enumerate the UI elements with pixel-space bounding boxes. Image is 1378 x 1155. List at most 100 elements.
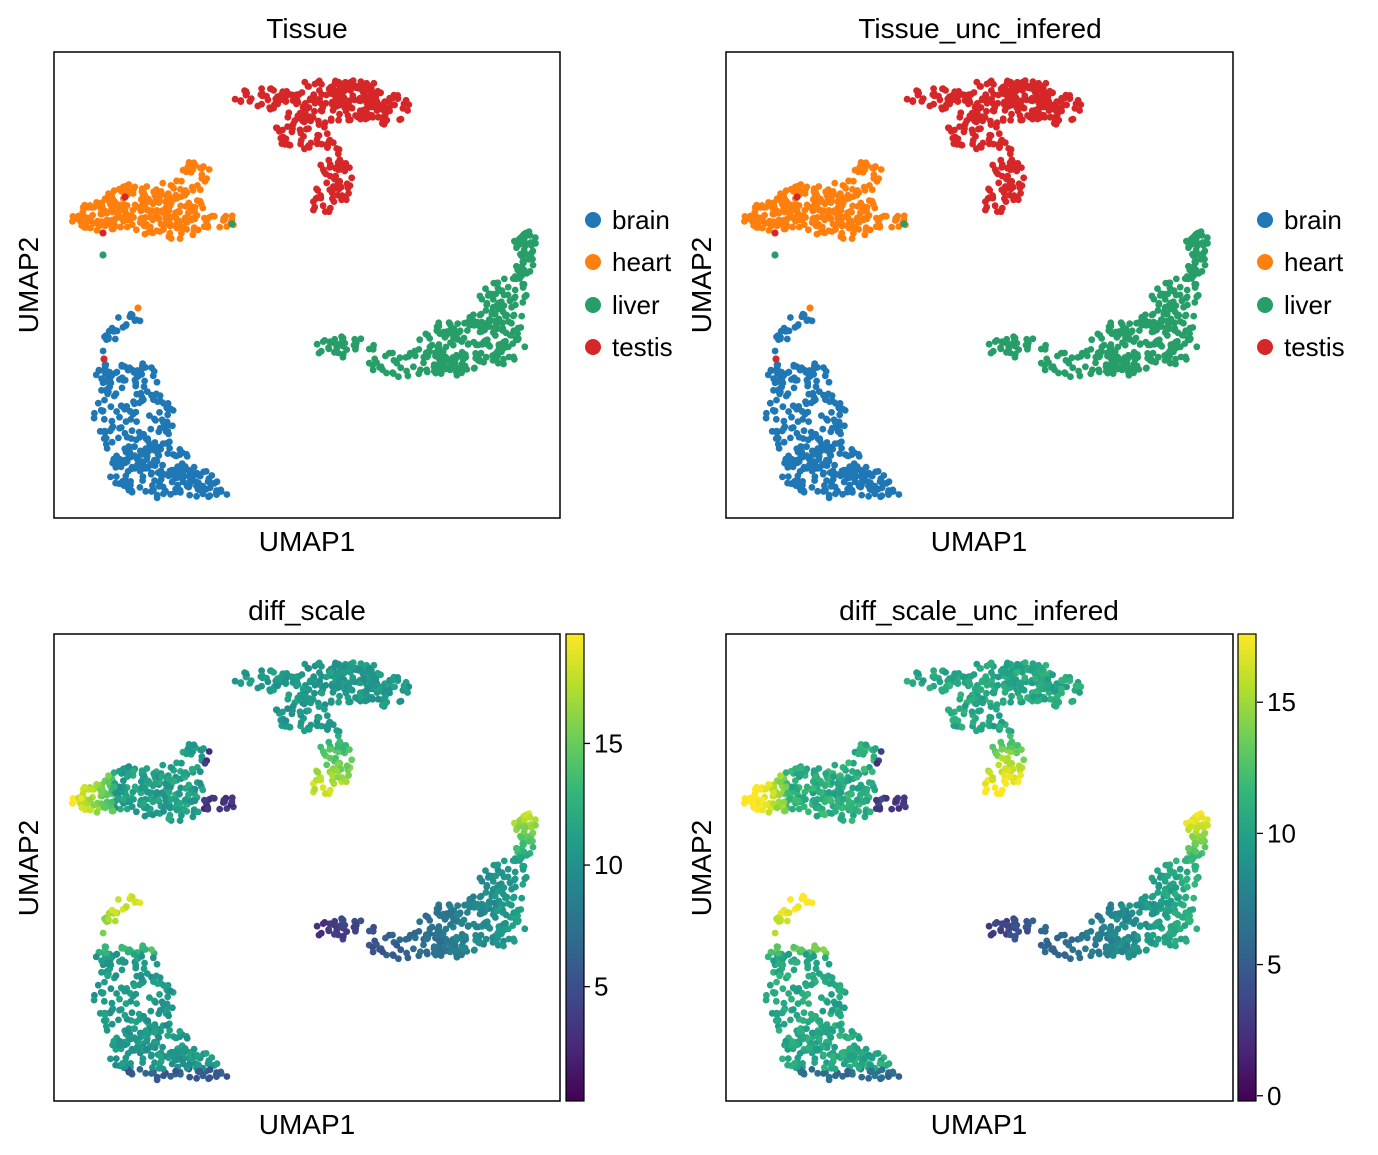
scatter-point: [814, 446, 822, 454]
scatter-point: [494, 861, 502, 869]
legend-marker-brain: [1257, 212, 1273, 228]
scatter-point: [199, 490, 207, 498]
scatter-point: [837, 430, 844, 438]
scatter-point: [314, 768, 322, 776]
scatter-point: [1005, 185, 1013, 192]
scatter-point: [347, 103, 354, 111]
scatter-point: [997, 345, 1005, 353]
scatter-point: [797, 770, 804, 778]
scatter-point: [977, 144, 985, 151]
scatter-point: [112, 972, 120, 980]
scatter-point: [183, 482, 191, 490]
scatter-point: [1197, 255, 1205, 263]
scatter-point: [313, 922, 321, 930]
scatter-point: [876, 223, 884, 231]
scatter-point: [834, 215, 842, 223]
scatter-point: [797, 181, 805, 188]
scatter-point: [860, 183, 868, 191]
scatter-point: [954, 678, 961, 686]
scatter-point: [848, 790, 855, 798]
scatter-point: [1010, 334, 1018, 342]
scatter-point: [1046, 113, 1054, 121]
scatter-point: [1172, 338, 1180, 346]
scatter-point: [417, 366, 424, 374]
scatter-point: [319, 338, 327, 345]
scatter-point: [157, 1027, 165, 1035]
scatter-point: [900, 220, 908, 228]
scatter-point: [140, 383, 148, 391]
scatter-point: [876, 805, 884, 813]
scatter-point: [809, 778, 817, 785]
scatter-point: [159, 418, 167, 426]
scatter-point: [1092, 359, 1099, 367]
scatter-point: [987, 714, 995, 721]
scatter-point: [300, 700, 308, 708]
scatter-point: [1008, 110, 1015, 118]
scatter-point: [1190, 252, 1197, 260]
scatter-point: [78, 804, 86, 811]
scatter-point: [165, 430, 173, 438]
scatter-point: [190, 463, 198, 471]
scatter-point: [859, 797, 867, 805]
scatter-point: [216, 805, 224, 813]
scatter-point: [159, 461, 167, 469]
scatter-point: [108, 417, 116, 425]
scatter-point: [990, 722, 997, 730]
panel-title: Tissue_unc_infered: [858, 13, 1101, 44]
scatter-point: [741, 213, 749, 220]
scatter-point: [872, 745, 879, 752]
scatter-point: [397, 946, 405, 954]
legend-label-liver: liver: [1284, 290, 1332, 320]
scatter-point: [194, 808, 202, 816]
scatter-point: [348, 756, 356, 764]
scatter-point: [1024, 112, 1031, 119]
scatter-point: [1029, 660, 1037, 668]
scatter-point: [1191, 280, 1199, 288]
scatter-point: [848, 473, 856, 481]
scatter-point: [931, 92, 938, 100]
scatter-point: [405, 352, 413, 360]
scatter-point: [386, 685, 393, 693]
scatter-point: [355, 667, 363, 674]
scatter-point: [296, 126, 304, 134]
scatter-point: [1006, 191, 1014, 199]
scatter-point: [521, 875, 529, 883]
scatter-point: [94, 399, 102, 407]
scatter-point: [404, 107, 411, 114]
scatter-point: [1165, 325, 1173, 333]
scatter-point: [126, 989, 134, 997]
scatter-point: [525, 255, 533, 263]
scatter-point: [476, 356, 484, 364]
scatter-point: [985, 340, 993, 348]
scatter-point: [143, 206, 151, 214]
scatter-point: [513, 263, 521, 271]
scatter-point: [845, 177, 852, 185]
scatter-point: [93, 226, 101, 234]
scatter-point: [86, 214, 94, 222]
scatter-point: [164, 1032, 172, 1039]
scatter-point: [108, 999, 116, 1007]
scatter-point: [394, 95, 402, 102]
scatter-point: [315, 703, 323, 710]
scatter-point: [775, 791, 783, 799]
scatter-point: [805, 418, 812, 425]
scatter-point: [115, 896, 122, 903]
scatter-point: [99, 407, 107, 415]
scatter-point: [216, 223, 224, 231]
scatter-point: [396, 936, 404, 944]
scatter-point: [800, 803, 808, 811]
scatter-point: [133, 226, 140, 234]
scatter-point: [334, 732, 342, 740]
scatter-point: [334, 773, 342, 781]
scatter-point: [206, 1066, 214, 1074]
scatter-point: [806, 304, 814, 312]
scatter-point: [888, 805, 896, 813]
scatter-point: [519, 280, 527, 288]
scatter-point: [819, 425, 827, 433]
scatter-point: [343, 180, 351, 188]
scatter-point: [1013, 669, 1020, 676]
scatter-point: [104, 390, 111, 398]
scatter-point: [115, 434, 122, 442]
scatter-point: [204, 805, 212, 813]
scatter-point: [1177, 343, 1184, 351]
